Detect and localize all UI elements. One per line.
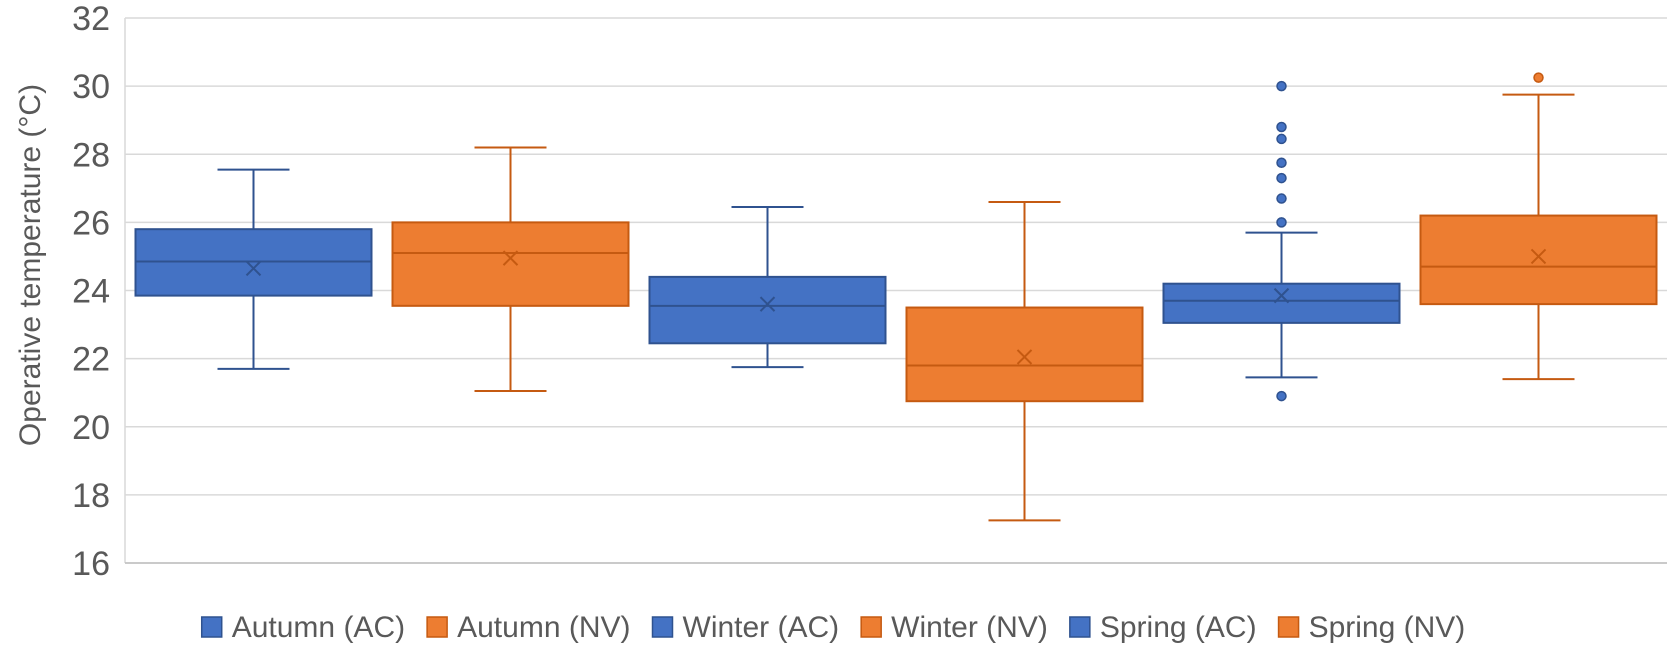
legend-swatch xyxy=(860,616,882,638)
y-tick-label: 24 xyxy=(72,273,110,311)
box-spring-nv xyxy=(1419,72,1658,381)
y-tick-label: 22 xyxy=(72,341,110,379)
legend-label: Autumn (NV) xyxy=(457,611,630,644)
legend-swatch xyxy=(426,616,448,638)
legend-label: Autumn (AC) xyxy=(232,611,405,644)
box-winter-ac xyxy=(648,206,887,369)
legend-label: Winter (AC) xyxy=(683,611,840,644)
mean-marker xyxy=(1016,349,1033,365)
mean-marker xyxy=(759,296,776,312)
outlier-point xyxy=(1276,121,1287,133)
y-tick-label: 32 xyxy=(72,0,110,38)
y-tick-label: 20 xyxy=(72,409,110,447)
mean-marker xyxy=(245,260,262,277)
box-winter-nv xyxy=(905,200,1144,522)
legend-item: Spring (AC) xyxy=(1069,611,1257,644)
mean-marker xyxy=(1273,287,1290,304)
legend-swatch xyxy=(651,616,674,638)
mean-marker xyxy=(502,250,519,266)
legend-item: Spring (NV) xyxy=(1277,611,1466,644)
outlier-point xyxy=(1276,217,1287,228)
legend-swatch xyxy=(1277,616,1300,638)
box-iqr xyxy=(905,306,1144,403)
box-iqr xyxy=(1162,282,1401,324)
box-iqr xyxy=(1419,214,1658,306)
box-iqr xyxy=(391,221,630,307)
legend-swatch xyxy=(200,616,223,638)
box-spring-ac xyxy=(1162,80,1401,402)
gridlines xyxy=(124,17,1667,564)
y-tick-label: 18 xyxy=(72,477,110,515)
legend-item: Winter (AC) xyxy=(651,611,840,644)
outlier-point xyxy=(1276,390,1287,402)
legend-item: Winter (NV) xyxy=(860,611,1048,644)
mean-marker xyxy=(1530,248,1547,265)
outlier-point xyxy=(1276,172,1287,184)
y-axis-title: Operative temperature (°C) xyxy=(14,84,47,446)
y-tick-label: 30 xyxy=(72,68,110,106)
outlier-point xyxy=(1533,72,1544,83)
legend: Autumn (AC) Autumn (NV) Winter (AC) Winter … xyxy=(200,611,1466,644)
legend-swatch xyxy=(1069,616,1091,638)
legend-item: Autumn (NV) xyxy=(426,611,631,644)
boxes xyxy=(134,72,1658,522)
box-autumn-ac xyxy=(134,168,373,370)
legend-label: Winter (NV) xyxy=(891,611,1048,644)
box-iqr xyxy=(648,275,887,345)
y-tick-label: 16 xyxy=(72,545,110,583)
y-tick-label: 26 xyxy=(72,204,110,242)
outlier-point xyxy=(1276,193,1287,204)
legend-item: Autumn (AC) xyxy=(200,611,405,644)
y-axis-ticks: 16 18 20 22 24 26 28 30 32 xyxy=(72,0,110,583)
outlier-point xyxy=(1276,80,1287,92)
box-autumn-nv xyxy=(391,146,630,392)
legend-label: Spring (AC) xyxy=(1100,611,1257,644)
y-tick-label: 28 xyxy=(72,136,110,174)
legend-label: Spring (NV) xyxy=(1309,611,1466,644)
outlier-point xyxy=(1276,157,1287,169)
outlier-point xyxy=(1276,133,1287,145)
